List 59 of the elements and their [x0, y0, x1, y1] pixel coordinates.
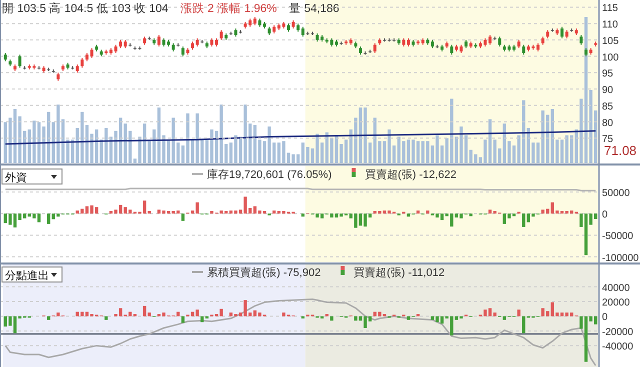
- y-tick-label: 50000: [602, 188, 630, 199]
- y-tick-label: -100000: [602, 252, 640, 264]
- bar: [330, 316, 334, 321]
- bar: [181, 214, 185, 221]
- y-tick-label: 80: [602, 118, 614, 129]
- candlestick: [181, 46, 184, 57]
- y-tick-label: 90: [602, 85, 614, 96]
- y-tick-label: 105: [602, 36, 620, 47]
- bar: [522, 316, 526, 334]
- bar: [522, 214, 526, 227]
- candlestick: [580, 34, 583, 46]
- y-tick-label: -40000: [602, 342, 634, 353]
- y-tick-label: 20000: [602, 298, 630, 309]
- bar: [142, 306, 146, 316]
- y-tick-label: 95: [602, 68, 614, 80]
- y-tick-label: 0: [602, 210, 608, 221]
- y-tick-label: 115: [602, 3, 618, 14]
- y-tick-label: 40000: [602, 282, 630, 294]
- bar: [46, 214, 50, 224]
- candlestick: [373, 42, 376, 54]
- bar: [181, 316, 185, 323]
- y-tick-label: 100: [602, 52, 620, 64]
- candlestick: [80, 57, 84, 68]
- candlestick: [522, 44, 526, 56]
- candlestick: [488, 34, 492, 46]
- bar: [104, 316, 108, 320]
- candlestick: [450, 44, 454, 56]
- bar: [200, 316, 204, 322]
- text: 分點進出: [5, 269, 49, 282]
- y-tick-label: 75: [602, 134, 614, 146]
- text: 外資: [5, 172, 27, 184]
- bar: [148, 210, 151, 214]
- y-tick-label: 110: [602, 20, 618, 31]
- bar: [416, 210, 420, 214]
- bar: [46, 316, 50, 320]
- y-tick-label: -50000: [602, 231, 634, 242]
- bar: [517, 310, 520, 316]
- y-tick-label: -20000: [602, 326, 634, 338]
- y-tick-label: 0: [602, 312, 608, 324]
- candlestick: [220, 30, 223, 40]
- text: 71.08: [604, 143, 637, 158]
- candlestick: [18, 54, 22, 68]
- chart-title: 量 54,186: [288, 2, 340, 15]
- candlestick: [498, 36, 502, 47]
- legend-label: 累積買賣超(張) -75,902: [207, 266, 321, 279]
- bar: [426, 210, 430, 214]
- candlestick: [560, 26, 564, 39]
- bar: [301, 214, 304, 217]
- legend-label: 買賣超(張) -12,622: [364, 168, 456, 181]
- y-tick-label: 85: [602, 101, 614, 112]
- candlestick: [157, 34, 160, 47]
- candlestick: [90, 48, 94, 58]
- bar: [272, 210, 276, 214]
- line-series: [4, 298, 596, 366]
- candlestick: [301, 26, 304, 38]
- chart-subtitle: 漲跌 2 漲幅 1.96%: [180, 2, 277, 15]
- legend-label: 庫存19,720,601 (76.05%): [207, 168, 332, 181]
- legend-label: 買賣超(張) -11,012: [354, 266, 445, 279]
- chart-title: 開 103.5 高 104.5 低 103 收 104: [2, 1, 169, 15]
